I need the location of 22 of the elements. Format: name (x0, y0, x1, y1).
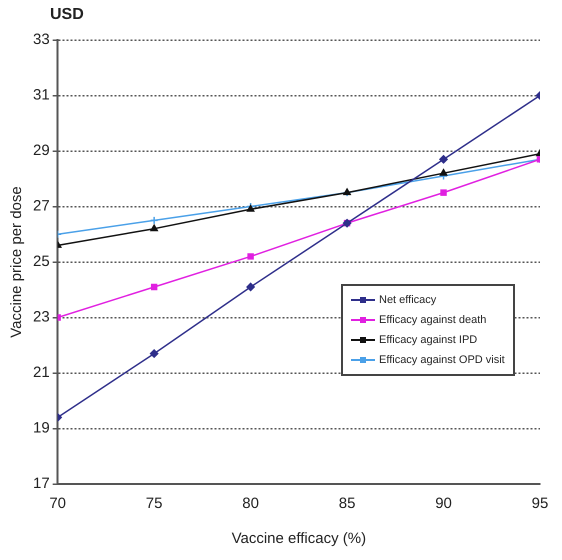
y-axis-title: Vaccine price per dose (8, 186, 26, 338)
x-axis-title: Vaccine efficacy (%) (232, 530, 366, 548)
y-tick-label: 17 (32, 475, 50, 492)
text: USD (50, 6, 84, 24)
y-tick-label: 29 (32, 142, 50, 160)
y-tick-label: 19 (32, 420, 50, 437)
x-tick-label: 85 (338, 495, 356, 512)
x-tick-label: 75 (146, 495, 162, 512)
y-tick-label: 27 (32, 198, 50, 215)
y-tick-label: 23 (32, 308, 50, 326)
x-tick-label: 80 (242, 495, 259, 512)
legend-label: Efficacy against death (379, 314, 486, 326)
x-tick-label: 95 (532, 495, 548, 512)
legend-label: Efficacy against OPD visit (379, 354, 505, 366)
legend-label: Net efficacy (379, 294, 436, 306)
legend-label: Efficacy against IPD (379, 334, 478, 346)
y-tick-label: 21 (32, 364, 50, 382)
y-tick-label: 25 (32, 253, 50, 270)
y-tick-label: 33 (32, 31, 50, 48)
y-tick-label: 31 (32, 86, 50, 104)
x-tick-label: 70 (49, 495, 66, 512)
x-tick-label: 90 (435, 495, 452, 512)
